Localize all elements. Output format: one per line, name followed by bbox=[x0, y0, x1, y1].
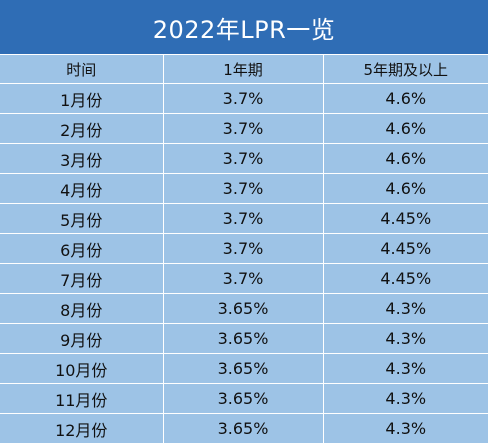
rate-1y-cell: 3.65% bbox=[162, 293, 324, 324]
rate-5y-cell: 4.6% bbox=[322, 113, 488, 144]
rate-5y-cell: 4.3% bbox=[322, 413, 488, 444]
table-row: 4月份 3.7% 4.6% bbox=[0, 173, 488, 204]
rate-1y-cell: 3.65% bbox=[162, 353, 324, 384]
month-cell: 1月份 bbox=[0, 83, 164, 114]
rate-1y-cell: 3.7% bbox=[162, 113, 324, 144]
rate-5y-cell: 4.45% bbox=[322, 203, 488, 234]
rate-1y-cell: 3.7% bbox=[162, 83, 324, 114]
month-cell: 2月份 bbox=[0, 113, 164, 144]
rate-1y-cell: 3.7% bbox=[162, 233, 324, 264]
header-1-year: 1年期 bbox=[162, 55, 324, 84]
month-cell: 10月份 bbox=[0, 353, 164, 384]
rate-5y-cell: 4.6% bbox=[322, 173, 488, 204]
rate-1y-cell: 3.7% bbox=[162, 173, 324, 204]
header-5-year-plus: 5年期及以上 bbox=[322, 55, 488, 84]
rate-5y-cell: 4.45% bbox=[322, 263, 488, 294]
rate-1y-cell: 3.7% bbox=[162, 263, 324, 294]
rate-5y-cell: 4.3% bbox=[322, 293, 488, 324]
table-row: 1月份 3.7% 4.6% bbox=[0, 83, 488, 114]
rate-5y-cell: 4.45% bbox=[322, 233, 488, 264]
table-row: 12月份 3.65% 4.3% bbox=[0, 413, 488, 444]
table-title: 2022年LPR一览 bbox=[0, 0, 488, 54]
table-row: 8月份 3.65% 4.3% bbox=[0, 293, 488, 324]
rate-1y-cell: 3.65% bbox=[162, 383, 324, 414]
table-row: 7月份 3.7% 4.45% bbox=[0, 263, 488, 294]
rate-5y-cell: 4.6% bbox=[322, 83, 488, 114]
rate-1y-cell: 3.65% bbox=[162, 323, 324, 354]
table-row: 5月份 3.7% 4.45% bbox=[0, 203, 488, 234]
month-cell: 8月份 bbox=[0, 293, 164, 324]
month-cell: 6月份 bbox=[0, 233, 164, 264]
rate-1y-cell: 3.65% bbox=[162, 413, 324, 444]
month-cell: 4月份 bbox=[0, 173, 164, 204]
header-month: 时间 bbox=[0, 55, 164, 84]
month-cell: 5月份 bbox=[0, 203, 164, 234]
month-cell: 11月份 bbox=[0, 383, 164, 414]
table-row: 11月份 3.65% 4.3% bbox=[0, 383, 488, 414]
table-row: 6月份 3.7% 4.45% bbox=[0, 233, 488, 264]
month-cell: 9月份 bbox=[0, 323, 164, 354]
rate-5y-cell: 4.3% bbox=[322, 323, 488, 354]
table-row: 9月份 3.65% 4.3% bbox=[0, 323, 488, 354]
rate-1y-cell: 3.7% bbox=[162, 143, 324, 174]
rate-5y-cell: 4.6% bbox=[322, 143, 488, 174]
table-row: 2月份 3.7% 4.6% bbox=[0, 113, 488, 144]
month-cell: 3月份 bbox=[0, 143, 164, 174]
rate-5y-cell: 4.3% bbox=[322, 383, 488, 414]
lpr-table: 时间 1年期 5年期及以上 1月份 3.7% 4.6% 2月份 3.7% 4.6… bbox=[0, 55, 488, 444]
month-cell: 12月份 bbox=[0, 413, 164, 444]
month-cell: 7月份 bbox=[0, 263, 164, 294]
header-row: 时间 1年期 5年期及以上 bbox=[0, 55, 488, 84]
table-row: 10月份 3.65% 4.3% bbox=[0, 353, 488, 384]
rate-5y-cell: 4.3% bbox=[322, 353, 488, 384]
table-row: 3月份 3.7% 4.6% bbox=[0, 143, 488, 174]
rate-1y-cell: 3.7% bbox=[162, 203, 324, 234]
